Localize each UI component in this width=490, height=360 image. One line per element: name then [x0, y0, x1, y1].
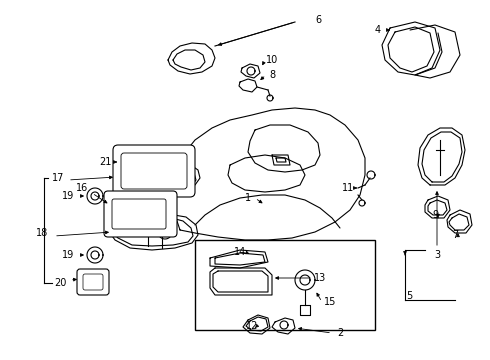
Text: 11: 11 — [342, 183, 354, 193]
Text: 7: 7 — [452, 230, 458, 240]
Text: 13: 13 — [314, 273, 326, 283]
Text: 17: 17 — [52, 173, 64, 183]
FancyBboxPatch shape — [112, 199, 166, 229]
Text: 5: 5 — [406, 291, 412, 301]
Text: 6: 6 — [315, 15, 321, 25]
Text: 20: 20 — [54, 278, 66, 288]
Text: 4: 4 — [375, 25, 381, 35]
Text: 21: 21 — [99, 157, 111, 167]
Bar — [195, 240, 375, 330]
Text: 19: 19 — [62, 191, 74, 201]
Text: 8: 8 — [269, 70, 275, 80]
Text: 14: 14 — [234, 247, 246, 257]
Text: 2: 2 — [337, 328, 343, 338]
FancyBboxPatch shape — [104, 191, 177, 237]
Text: 15: 15 — [324, 297, 336, 307]
FancyBboxPatch shape — [83, 274, 103, 290]
Text: 9: 9 — [432, 210, 438, 220]
Text: 18: 18 — [36, 228, 48, 238]
Text: 12: 12 — [246, 321, 258, 331]
FancyBboxPatch shape — [121, 153, 187, 189]
FancyBboxPatch shape — [77, 269, 109, 295]
FancyBboxPatch shape — [113, 145, 195, 197]
Text: 1: 1 — [245, 193, 251, 203]
Text: 3: 3 — [434, 250, 440, 260]
Text: 16: 16 — [76, 183, 88, 193]
Text: 19: 19 — [62, 250, 74, 260]
Text: 10: 10 — [266, 55, 278, 65]
